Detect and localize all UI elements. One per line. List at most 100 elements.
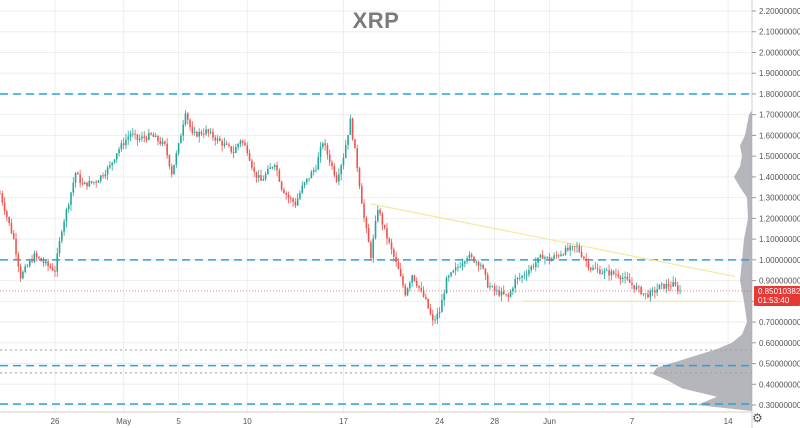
- candle: [443, 293, 446, 301]
- candle: [351, 118, 354, 140]
- candle: [315, 169, 317, 171]
- candle: [660, 283, 663, 285]
- candle: [544, 257, 546, 259]
- current-price-countdown: 01:53:40: [758, 296, 790, 305]
- candle: [365, 217, 368, 229]
- candle: [264, 174, 267, 180]
- candle: [223, 143, 226, 146]
- candle: [56, 253, 59, 272]
- candle: [79, 174, 81, 184]
- candle: [65, 209, 68, 222]
- candle: [17, 254, 20, 267]
- candle: [612, 271, 615, 274]
- gear-icon[interactable]: ⚙: [752, 411, 763, 425]
- y-tick-label: 1.40000000: [759, 173, 800, 182]
- candle: [459, 266, 462, 268]
- candle: [141, 136, 143, 139]
- candle: [44, 261, 47, 264]
- candle: [154, 136, 157, 137]
- y-tick-label: 0.70000000: [759, 318, 800, 327]
- candle: [411, 275, 413, 283]
- candle: [482, 264, 484, 269]
- candle: [77, 172, 79, 175]
- candle: [118, 149, 120, 154]
- candle: [63, 221, 65, 232]
- candle: [528, 270, 530, 275]
- candle: [150, 133, 152, 135]
- candle: [228, 144, 230, 147]
- candle: [415, 280, 418, 286]
- candle: [663, 283, 665, 289]
- y-tick-label: 1.50000000: [759, 152, 800, 161]
- y-tick-label: 0.40000000: [759, 380, 800, 389]
- candle: [571, 246, 574, 247]
- candle: [159, 141, 162, 144]
- candle: [622, 277, 624, 280]
- candle: [22, 271, 24, 279]
- candle: [610, 271, 613, 276]
- candle: [322, 143, 324, 148]
- candle: [129, 133, 132, 137]
- x-tick-label: 14: [724, 417, 733, 426]
- candle: [466, 258, 468, 262]
- candle: [379, 210, 381, 214]
- candle: [541, 255, 544, 259]
- candle: [230, 146, 233, 152]
- candle: [143, 136, 146, 138]
- candle: [491, 286, 494, 288]
- candle: [644, 293, 647, 295]
- candle: [628, 279, 631, 283]
- candle: [445, 277, 448, 294]
- candle: [232, 151, 235, 153]
- candle: [642, 293, 645, 295]
- candle: [12, 233, 15, 239]
- x-tick-label: 5: [176, 417, 181, 426]
- y-tick-label: 1.60000000: [759, 131, 800, 140]
- candle: [454, 267, 457, 271]
- candle: [647, 293, 649, 298]
- candle: [603, 270, 606, 274]
- candle: [331, 162, 333, 166]
- candle: [186, 113, 189, 120]
- candle: [358, 168, 361, 187]
- x-tick-label: 7: [630, 417, 635, 426]
- candle: [589, 267, 592, 270]
- candle: [308, 178, 310, 180]
- candle: [649, 290, 652, 298]
- candle: [516, 278, 519, 280]
- candle: [51, 267, 54, 271]
- candle: [306, 178, 308, 183]
- candle: [95, 181, 97, 183]
- candle: [19, 266, 22, 279]
- candle: [212, 131, 214, 138]
- candle: [26, 265, 29, 267]
- candle: [225, 143, 228, 145]
- candle: [617, 274, 620, 277]
- candle: [340, 165, 342, 175]
- candle: [86, 182, 88, 187]
- candle: [301, 185, 304, 193]
- candle: [658, 284, 661, 290]
- candle: [200, 131, 203, 135]
- x-tick-label: May: [116, 417, 131, 426]
- candle: [216, 138, 219, 141]
- candle: [271, 167, 274, 168]
- candle: [207, 129, 210, 133]
- y-tick-label: 1.30000000: [759, 194, 800, 203]
- candle: [6, 211, 8, 217]
- candle: [31, 260, 33, 262]
- candle: [523, 275, 526, 277]
- candle: [111, 162, 113, 166]
- x-tick-label: 24: [435, 417, 444, 426]
- candle: [601, 273, 603, 274]
- candle: [191, 127, 194, 134]
- candle: [395, 256, 397, 263]
- candle: [507, 294, 510, 297]
- candle: [367, 228, 370, 243]
- candle: [406, 288, 409, 296]
- candle: [583, 256, 585, 259]
- candle: [269, 167, 271, 169]
- candle: [273, 165, 276, 168]
